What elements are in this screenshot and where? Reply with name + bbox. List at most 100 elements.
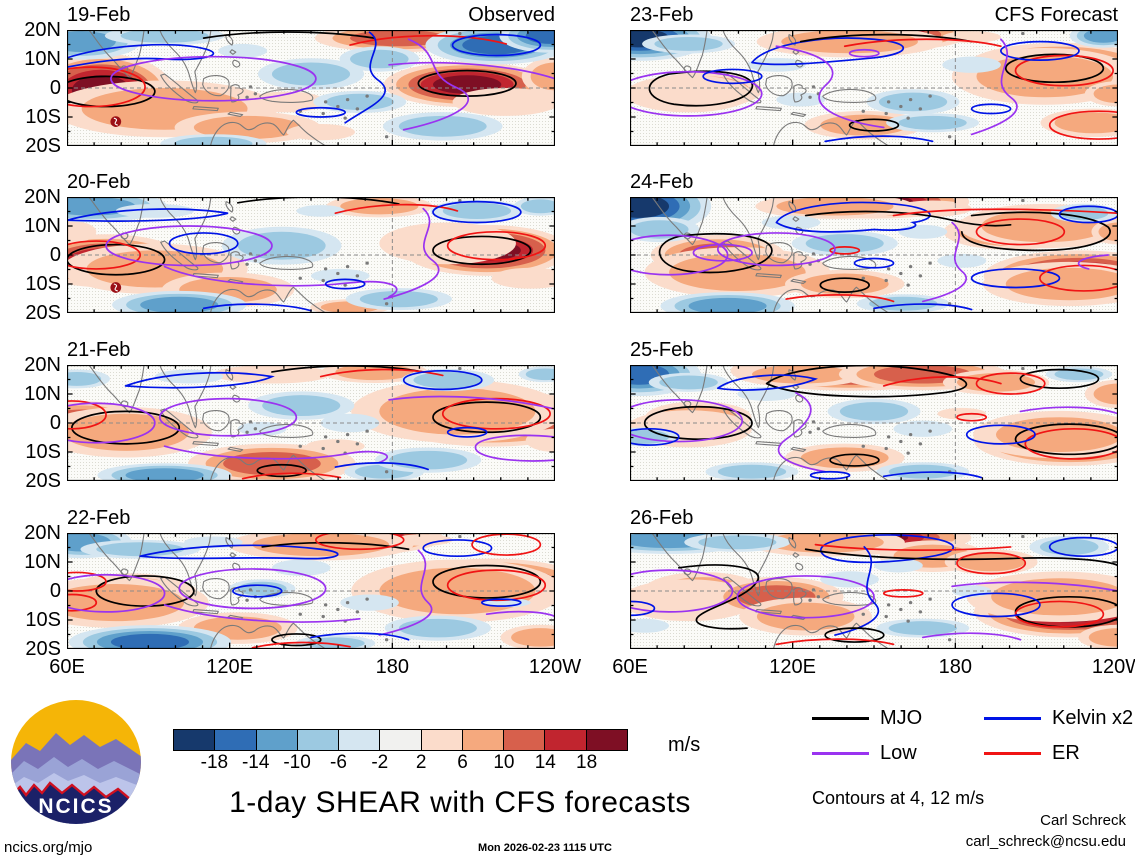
island-speck bbox=[947, 638, 952, 642]
mjo-contour bbox=[830, 454, 879, 466]
island-speck bbox=[458, 366, 462, 371]
er-contour bbox=[776, 639, 893, 644]
kelvin-contour bbox=[453, 35, 541, 56]
lat-label: 20S bbox=[25, 135, 61, 157]
shading-band bbox=[893, 420, 953, 437]
colorbar-cell bbox=[296, 730, 339, 750]
island-speck bbox=[928, 94, 932, 98]
island-speck bbox=[298, 612, 302, 616]
er-contour bbox=[1050, 111, 1118, 139]
timestamp: Mon 2026-02-23 1115 UTC bbox=[478, 842, 612, 854]
lat-label: 10S bbox=[25, 273, 61, 295]
colorbar-tick-label: 18 bbox=[576, 752, 598, 773]
lat-label: 10N bbox=[24, 383, 61, 405]
axis-ticks bbox=[67, 197, 555, 313]
island-speck bbox=[808, 430, 812, 434]
island-speck bbox=[384, 135, 389, 139]
er-contour bbox=[957, 553, 1025, 574]
kelvin-contour bbox=[1059, 206, 1118, 222]
map-plot bbox=[630, 30, 1118, 146]
er-contour bbox=[786, 295, 893, 302]
low-contour bbox=[718, 233, 835, 265]
shading-band bbox=[630, 75, 752, 113]
panel-date-label: 26-Feb bbox=[630, 507, 694, 529]
mjo-contour bbox=[1020, 370, 1098, 389]
mjo-contour bbox=[801, 35, 972, 42]
coastline bbox=[203, 243, 229, 263]
shading-band bbox=[898, 224, 948, 239]
kelvin-contour bbox=[972, 104, 1011, 113]
lat-label: 20S bbox=[25, 302, 61, 324]
shading-band bbox=[491, 267, 555, 289]
low-contour bbox=[487, 612, 555, 617]
island-speck bbox=[323, 603, 328, 607]
kelvin-contour bbox=[821, 535, 954, 562]
lat-label: 10S bbox=[25, 106, 61, 128]
colorbar-tick-label: -10 bbox=[283, 752, 311, 773]
coastline bbox=[203, 411, 229, 431]
coastline bbox=[791, 279, 806, 283]
coastline bbox=[210, 623, 325, 649]
lat-label: 10N bbox=[24, 551, 61, 573]
coastline bbox=[723, 197, 774, 260]
mjo-contour bbox=[238, 197, 399, 204]
low-contour bbox=[404, 39, 469, 129]
axis-ticks bbox=[630, 365, 1118, 481]
colorbar-tick-label: 6 bbox=[457, 752, 468, 773]
colorbar-cell bbox=[379, 730, 421, 750]
er-contour bbox=[472, 534, 540, 555]
lon-label: 120W bbox=[528, 656, 582, 678]
shading-band bbox=[350, 49, 409, 69]
shading-band bbox=[937, 253, 987, 268]
er-contour bbox=[67, 67, 145, 106]
coastline bbox=[230, 420, 243, 437]
colorbar-tick-label: 14 bbox=[534, 752, 556, 773]
island-speck bbox=[323, 267, 328, 271]
map-panel-26-Feb: 26-Feb 60E 120E 180 120W bbox=[612, 507, 1135, 678]
coastline bbox=[789, 35, 796, 45]
shading-band bbox=[306, 439, 365, 454]
kelvin-contour bbox=[952, 593, 1040, 616]
kelvin-contour bbox=[630, 601, 654, 615]
island-speck bbox=[884, 614, 888, 619]
colorbar-cell bbox=[420, 730, 462, 750]
colorbar-cell bbox=[585, 730, 627, 750]
er-contour bbox=[67, 241, 140, 269]
coastline bbox=[161, 409, 198, 438]
lon-label: 120E bbox=[769, 656, 817, 678]
shading-band bbox=[96, 542, 185, 557]
shading-band bbox=[781, 30, 918, 54]
low-contour bbox=[389, 397, 555, 410]
legend-item-kelvin-x2: Kelvin x2 bbox=[984, 706, 1135, 730]
mjo-contour bbox=[1006, 54, 1104, 82]
shading-band bbox=[296, 205, 346, 217]
panel-title: 24-Feb bbox=[630, 171, 1118, 195]
low-contour bbox=[779, 393, 826, 472]
low-contour bbox=[165, 605, 360, 622]
kelvin-contour bbox=[825, 136, 932, 141]
island-speck bbox=[343, 283, 347, 287]
storm-icon-swirl bbox=[114, 284, 118, 291]
island-speck bbox=[336, 607, 340, 612]
island-speck bbox=[928, 597, 932, 601]
low-contour bbox=[923, 633, 1021, 640]
island-speck bbox=[345, 97, 350, 102]
island-speck bbox=[918, 610, 923, 614]
low-contour bbox=[630, 235, 728, 274]
island-speck bbox=[861, 276, 865, 280]
coastline bbox=[823, 89, 876, 102]
low-contour bbox=[923, 223, 966, 302]
kelvin-contour bbox=[345, 32, 385, 122]
coastline bbox=[793, 588, 806, 605]
coastline bbox=[210, 287, 325, 313]
coastline bbox=[723, 533, 774, 596]
shading-band bbox=[698, 535, 777, 550]
island-speck bbox=[861, 444, 865, 448]
shading-band bbox=[1054, 368, 1104, 381]
map-panel-20-Feb: 20-Feb 20N 10N 0 10S 20S bbox=[24, 171, 555, 324]
map-plot bbox=[67, 30, 555, 146]
island-speck bbox=[886, 100, 891, 104]
lon-label: 120W bbox=[1091, 656, 1135, 678]
kelvin-contour bbox=[423, 540, 491, 556]
coastline bbox=[230, 85, 243, 102]
